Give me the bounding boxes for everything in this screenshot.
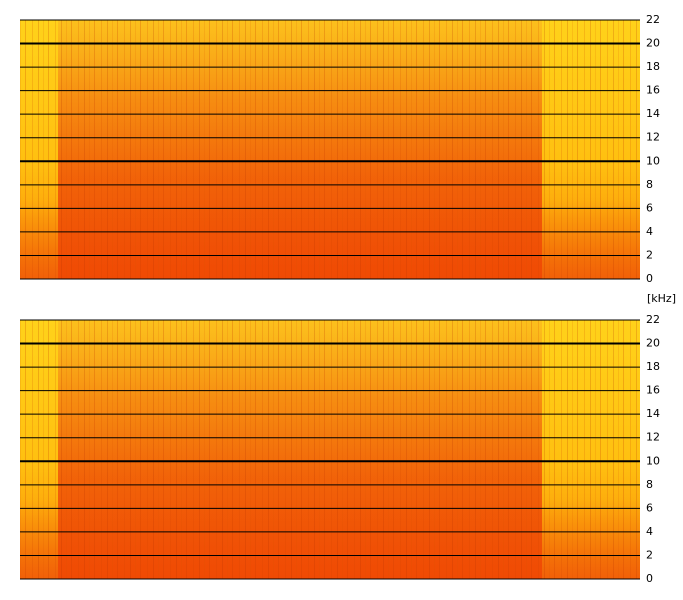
y-tick-label: 2 [646, 548, 653, 561]
y-tick-label: 14 [646, 407, 660, 420]
panel-2-bg [20, 320, 640, 579]
y-tick-label: 4 [646, 525, 653, 538]
y-tick-label: 8 [646, 478, 653, 491]
y-tick-label: 20 [646, 337, 660, 350]
y-tick-label: 12 [646, 131, 660, 144]
y-tick-label: 16 [646, 84, 660, 97]
y-axis-label: [kHz] [647, 292, 676, 305]
y-tick-label: 16 [646, 384, 660, 397]
y-tick-label: 0 [646, 272, 653, 285]
y-tick-label: 18 [646, 360, 660, 373]
y-tick-label: 6 [646, 501, 653, 514]
y-tick-label: 12 [646, 431, 660, 444]
panel-1-bg [20, 20, 640, 279]
y-tick-label: 4 [646, 225, 653, 238]
y-tick-label: 8 [646, 178, 653, 191]
y-tick-label: 10 [646, 454, 660, 467]
y-tick-label: 2 [646, 248, 653, 261]
y-tick-label: 14 [646, 107, 660, 120]
y-tick-label: 20 [646, 37, 660, 50]
y-tick-label: 6 [646, 201, 653, 214]
y-tick-label: 18 [646, 60, 660, 73]
y-tick-label: 22 [646, 13, 660, 26]
y-tick-label: 10 [646, 154, 660, 167]
y-tick-label: 0 [646, 572, 653, 585]
y-tick-label: 22 [646, 313, 660, 326]
